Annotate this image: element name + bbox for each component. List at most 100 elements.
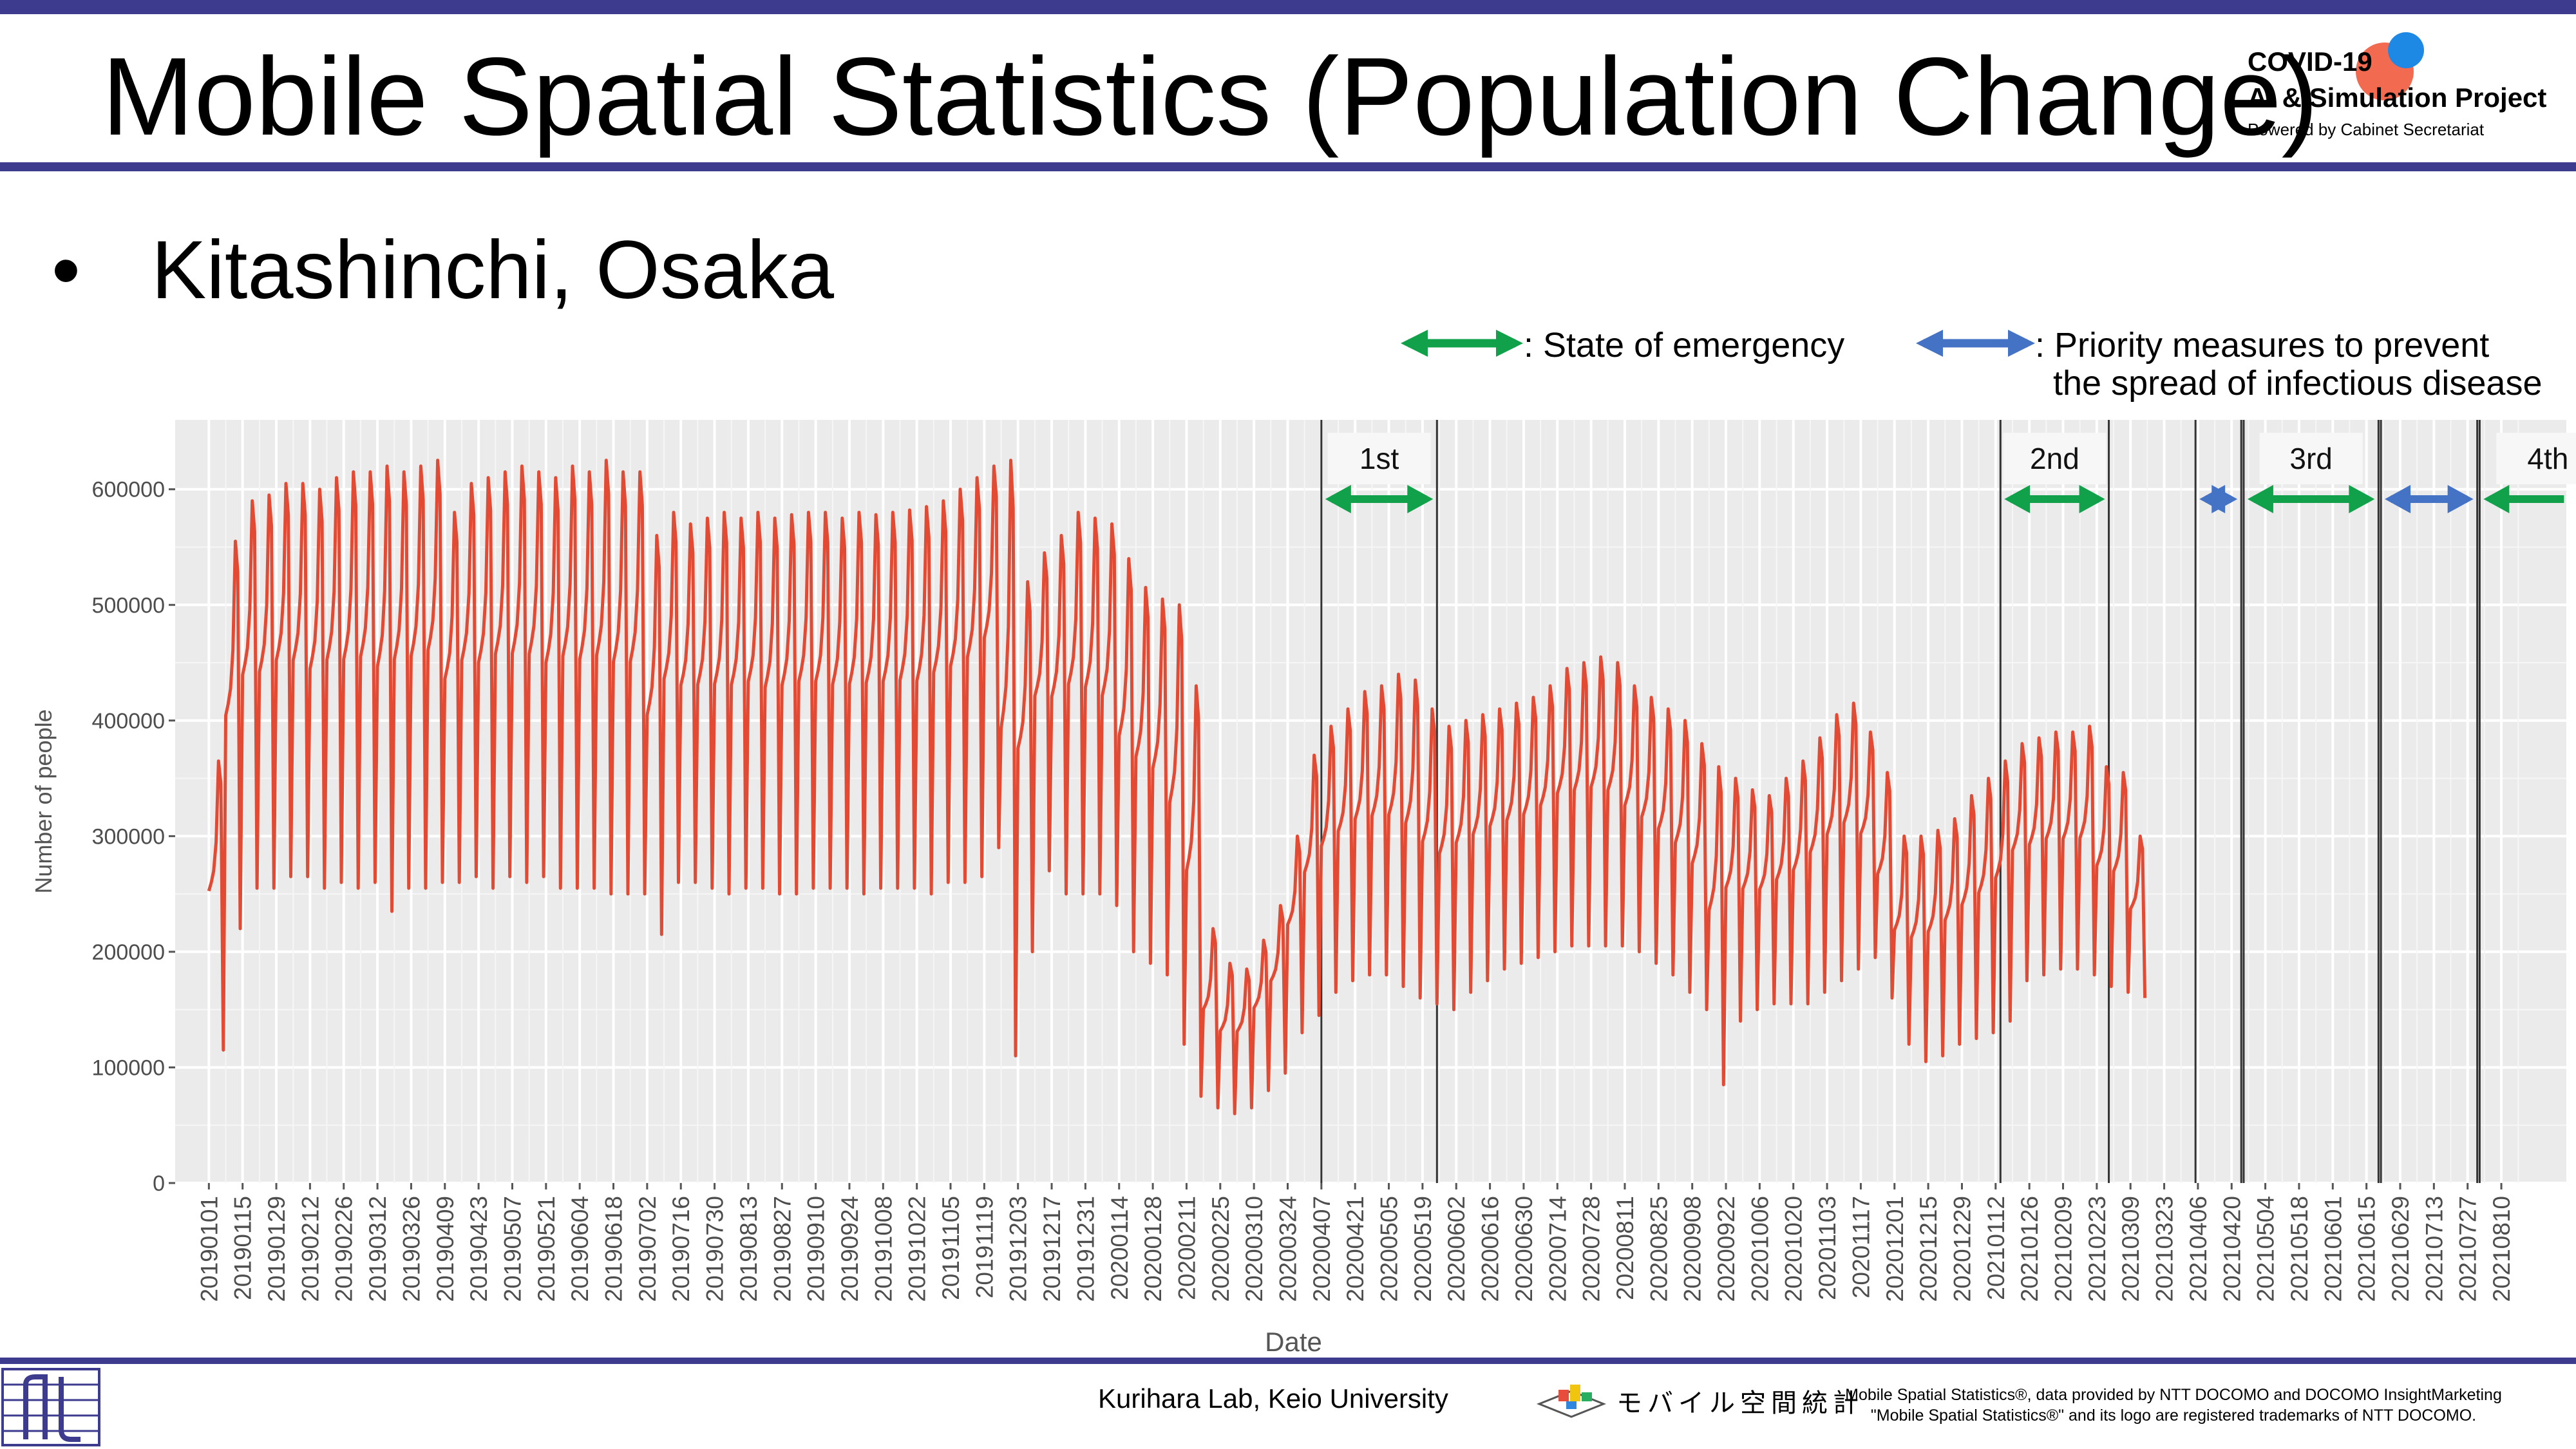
x-axis-title: Date bbox=[1265, 1327, 1322, 1357]
period-arrow-head bbox=[2004, 485, 2031, 513]
logo-blue-dot bbox=[2388, 32, 2424, 68]
x-tick-label: 20190409 bbox=[432, 1196, 459, 1302]
x-tick-label: 20190910 bbox=[803, 1196, 829, 1302]
x-tick-label: 20191119 bbox=[971, 1196, 998, 1298]
period-label: 3rd bbox=[2289, 442, 2332, 475]
x-tick-label: 20201103 bbox=[1814, 1196, 1841, 1300]
x-tick-label: 20190730 bbox=[702, 1196, 728, 1302]
x-tick-label: 20200908 bbox=[1680, 1196, 1706, 1302]
period-arrow-head bbox=[2211, 485, 2238, 513]
x-tick-label: 20210126 bbox=[2016, 1196, 2043, 1302]
y-tick-label: 0 bbox=[153, 1171, 165, 1196]
keio-lab-logo-icon bbox=[1, 1368, 100, 1446]
x-tick-label: 20190702 bbox=[634, 1196, 661, 1302]
mobile-stats-cube-icon bbox=[1536, 1385, 1607, 1418]
x-tick-label: 20201020 bbox=[1781, 1196, 1807, 1302]
y-tick-label: 600000 bbox=[92, 478, 165, 502]
footer-lab-credit: Kurihara Lab, Keio University bbox=[1098, 1383, 1448, 1414]
series-lines bbox=[207, 459, 2147, 1115]
footer-divider-bar bbox=[0, 1358, 2576, 1364]
y-tick-label: 400000 bbox=[92, 709, 165, 734]
top-accent-bar bbox=[0, 0, 2576, 14]
x-tick-label: 20190924 bbox=[837, 1196, 863, 1302]
period-label: 2nd bbox=[2030, 442, 2079, 475]
x-tick-label: 20200630 bbox=[1511, 1196, 1537, 1302]
x-tick-label: 20200825 bbox=[1645, 1196, 1672, 1302]
population-series-line bbox=[207, 459, 2147, 1115]
x-tick-label: 20210223 bbox=[2084, 1196, 2110, 1302]
x-tick-label: 20190813 bbox=[735, 1196, 762, 1302]
period-label-box bbox=[2259, 433, 2363, 484]
x-tick-label: 20191231 bbox=[1072, 1196, 1099, 1302]
x-tick-label: 20200128 bbox=[1140, 1196, 1166, 1302]
x-tick-label: 20200811 bbox=[1612, 1196, 1638, 1300]
axis-ticks: 0 100000 200000 300000 400000 500000 600000 201… bbox=[30, 478, 2515, 1357]
x-tick-label: 20200310 bbox=[1241, 1196, 1267, 1302]
period-arrow-head bbox=[2385, 485, 2411, 513]
x-tick-label: 20201215 bbox=[1915, 1196, 1942, 1302]
period-label-box bbox=[1327, 433, 1431, 484]
x-tick-label: 20210629 bbox=[2387, 1196, 2414, 1302]
period-arrow-head bbox=[1407, 485, 1434, 513]
mobile-spatial-stats-logo: モバイル空間統計 bbox=[1533, 1377, 1859, 1422]
logo-line-project: AI & Simulation Project bbox=[2248, 82, 2547, 113]
x-tick-label: 20190604 bbox=[567, 1196, 593, 1302]
x-tick-label: 20200505 bbox=[1376, 1196, 1403, 1302]
y-tick-label: 500000 bbox=[92, 593, 165, 618]
x-tick-label: 20200421 bbox=[1342, 1196, 1368, 1302]
x-tick-label: 20200714 bbox=[1544, 1196, 1571, 1302]
period-label: 4th bbox=[2527, 442, 2568, 475]
x-tick-label: 20210810 bbox=[2488, 1196, 2515, 1302]
x-tick-label: 20210406 bbox=[2185, 1196, 2211, 1302]
y-axis-title: Number of people bbox=[30, 709, 57, 893]
logo-line-powered-by: Powered by Cabinet Secretariat bbox=[2248, 120, 2485, 139]
period-arrow-head bbox=[2483, 485, 2510, 513]
x-tick-label: 20191217 bbox=[1039, 1196, 1065, 1302]
legend-priority-arrow-icon bbox=[1916, 330, 2035, 357]
x-tick-label: 20201117 bbox=[1848, 1196, 1874, 1298]
covid-project-logo: COVID-19 AI & Simulation Project Powered… bbox=[2248, 32, 2570, 155]
legend-emergency-arrow-icon bbox=[1401, 330, 1523, 357]
x-tick-label: 20200602 bbox=[1443, 1196, 1470, 1302]
x-tick-label: 20190129 bbox=[263, 1196, 290, 1302]
y-tick-label: 300000 bbox=[92, 824, 165, 849]
x-tick-label: 20191203 bbox=[1005, 1196, 1032, 1302]
x-tick-label: 20200324 bbox=[1274, 1196, 1301, 1302]
footer-trademark-note: Mobile Spatial Statistics®, data provide… bbox=[1832, 1385, 2515, 1426]
x-tick-label: 20201229 bbox=[1949, 1196, 1975, 1302]
x-tick-label: 20210420 bbox=[2219, 1196, 2245, 1302]
x-tick-label: 20190521 bbox=[533, 1196, 560, 1302]
x-tick-label: 20200728 bbox=[1578, 1196, 1605, 1302]
x-tick-label: 20190312 bbox=[365, 1196, 391, 1302]
x-tick-label: 20190326 bbox=[398, 1196, 424, 1302]
x-tick-label: 20200519 bbox=[1410, 1196, 1436, 1302]
footer-note-line2: "Mobile Spatial Statistics®" and its log… bbox=[1870, 1406, 2477, 1425]
x-tick-label: 20200407 bbox=[1309, 1196, 1335, 1302]
x-tick-label: 20190827 bbox=[769, 1196, 795, 1302]
bullet-marker: • bbox=[52, 224, 80, 316]
legend-priority-label-line2: the spread of infectious disease bbox=[2053, 364, 2543, 402]
x-tick-label: 20200114 bbox=[1106, 1196, 1133, 1300]
x-tick-label: 20200922 bbox=[1713, 1196, 1739, 1302]
x-tick-label: 20201201 bbox=[1882, 1196, 1908, 1302]
x-tick-label: 20190507 bbox=[499, 1196, 526, 1302]
title-divider-bar bbox=[0, 162, 2576, 171]
location-subtitle: Kitashinchi, Osaka bbox=[151, 224, 835, 316]
mobile-stats-logo-text: モバイル空間統計 bbox=[1616, 1389, 1864, 1417]
x-tick-label: 20190423 bbox=[466, 1196, 492, 1302]
slide-title: Mobile Spatial Statistics (Population Ch… bbox=[102, 35, 2318, 158]
x-tick-label: 20210615 bbox=[2354, 1196, 2380, 1302]
period-label-box bbox=[2496, 433, 2576, 484]
x-tick-label: 20191105 bbox=[938, 1196, 964, 1300]
x-tick-label: 20210713 bbox=[2421, 1196, 2447, 1302]
x-tick-label: 20191008 bbox=[870, 1196, 896, 1302]
x-tick-label: 20210112 bbox=[1983, 1196, 2009, 1300]
x-tick-label: 20210727 bbox=[2455, 1196, 2481, 1302]
period-arrow-head bbox=[2447, 485, 2474, 513]
x-tick-label: 20210601 bbox=[2320, 1196, 2346, 1302]
x-tick-label: 20190716 bbox=[668, 1196, 694, 1302]
period-label: 1st bbox=[1359, 442, 1399, 475]
period-arrow-head bbox=[2079, 485, 2105, 513]
x-tick-label: 20200616 bbox=[1477, 1196, 1504, 1302]
